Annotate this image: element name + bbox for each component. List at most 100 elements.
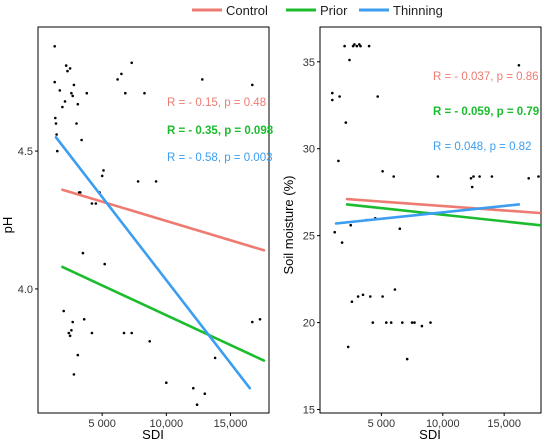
ph-data-point <box>154 180 158 183</box>
soil-moisture-data-point <box>413 321 416 324</box>
ph-data-point <box>90 202 94 205</box>
soil-moisture-thinning-fit-line <box>334 203 521 225</box>
ph-data-point <box>64 64 68 67</box>
ph-data-point <box>251 320 254 324</box>
soil-moisture-data-point <box>337 159 340 163</box>
ph-data-point <box>213 356 217 360</box>
ph-prior-stats: R = - 0.35, p = 0.098 <box>167 125 274 137</box>
soil-moisture-data-point <box>356 295 360 298</box>
ph-data-point <box>136 180 140 183</box>
soil-moisture-data-point <box>392 175 396 178</box>
ph-data-point <box>79 191 82 194</box>
ph-data-point <box>148 340 151 343</box>
soil-moisture-data-point <box>376 95 380 98</box>
ph-data-point <box>122 331 126 335</box>
soil-moisture-data-point <box>420 324 424 328</box>
ph-data-point <box>130 61 133 65</box>
soil-moisture-data-point <box>348 58 351 62</box>
soil-moisture-data-point <box>389 321 393 324</box>
soil-moisture-data-point <box>517 64 521 67</box>
soil-moisture-data-point <box>537 175 540 178</box>
soil-moisture-control-fit-line <box>345 197 542 215</box>
soil-moisture-panel: 5 000 10,000 15,000 15 20 25 30 35 SDI Soil mo… <box>281 26 542 442</box>
ph-data-point <box>82 318 86 321</box>
soil-moisture-data-point <box>359 44 362 48</box>
ph-data-point <box>258 318 262 321</box>
soil-moisture-data-point <box>344 121 348 124</box>
ph-y-axis-label: pH <box>0 217 15 234</box>
ph-panel-frame <box>37 26 270 414</box>
ph-data-point <box>72 373 76 376</box>
soil-moisture-data-point <box>472 175 475 178</box>
soil-moisture-y-tick-label: 15 <box>303 405 315 417</box>
soil-moisture-data-point <box>385 321 388 324</box>
ph-data-point <box>76 102 80 106</box>
soil-moisture-data-point <box>371 321 375 324</box>
legend-label-thinning: Thinning <box>393 3 443 18</box>
ph-data-point <box>71 320 74 324</box>
soil-moisture-data-point <box>369 295 372 298</box>
soil-moisture-x-tick-label: 10,000 <box>426 418 460 430</box>
ph-data-point <box>143 91 146 95</box>
ph-x-tick-label: 5 000 <box>88 418 116 430</box>
soil-moisture-y-tick-label: 25 <box>303 231 315 243</box>
ph-prior-fit-line <box>61 265 266 362</box>
soil-moisture-control-stats: R = - 0.037, p = 0.86 <box>433 71 539 83</box>
ph-data-point <box>100 174 104 178</box>
soil-moisture-data-point <box>349 223 353 227</box>
soil-moisture-data-point <box>478 175 481 178</box>
soil-moisture-prior-stats: R = - 0.059, p = 0.79 <box>433 106 539 118</box>
soil-moisture-data-point <box>469 177 473 180</box>
ph-data-point <box>94 202 98 205</box>
ph-data-point <box>66 69 69 73</box>
ph-data-point <box>53 80 56 84</box>
soil-moisture-data-point <box>405 357 409 361</box>
ph-data-point <box>130 331 133 335</box>
soil-moisture-data-point <box>353 43 356 46</box>
ph-data-point <box>124 91 127 95</box>
ph-data-point <box>102 169 105 172</box>
ph-panel: 5 000 10,000 15,000 4.0 4.5 SDI pH R = - 0.… <box>0 26 274 442</box>
soil-moisture-data-point <box>401 321 404 324</box>
soil-moisture-x-tick-label: 5 000 <box>368 418 396 430</box>
soil-moisture-panel-frame <box>319 26 542 414</box>
soil-moisture-data-point <box>361 293 365 297</box>
soil-moisture-y-axis-label: Soil moisture (%) <box>281 176 296 275</box>
soil-moisture-data-point <box>470 185 474 189</box>
ph-data-point <box>71 94 74 98</box>
ph-x-tick-label: 15,000 <box>214 418 248 430</box>
ph-data-point <box>116 78 119 81</box>
soil-moisture-data-point <box>338 95 341 98</box>
ph-x-tick-label: 10,000 <box>150 418 184 430</box>
ph-data-point <box>81 251 85 255</box>
soil-moisture-data-point <box>331 91 334 95</box>
soil-moisture-prior-fit-line <box>345 203 542 227</box>
ph-data-point <box>103 262 106 266</box>
legend: Control Prior Thinning <box>192 3 443 18</box>
soil-moisture-y-tick-label: 35 <box>303 57 315 69</box>
legend-label-prior: Prior <box>320 3 348 18</box>
ph-data-point <box>56 149 59 153</box>
ph-data-point <box>201 78 204 81</box>
ph-data-point <box>67 331 71 335</box>
ph-data-point <box>63 100 67 103</box>
ph-data-point <box>165 381 168 385</box>
ph-data-point <box>54 116 57 120</box>
soil-moisture-data-point <box>350 300 354 304</box>
soil-moisture-data-point <box>429 321 432 324</box>
ph-thinning-fit-line <box>54 136 252 390</box>
ph-data-point <box>251 83 254 87</box>
ph-thinning-stats: R = - 0.58, p = 0.003 <box>167 152 273 164</box>
ph-data-point <box>195 403 199 407</box>
soil-moisture-data-point <box>398 227 402 230</box>
soil-moisture-data-point <box>527 177 530 180</box>
soil-moisture-thinning-stats: R = 0.048, p = 0.82 <box>433 141 531 153</box>
soil-moisture-y-tick-label: 30 <box>303 144 315 156</box>
ph-control-stats: R = - 0.15, p = 0.48 <box>167 97 266 109</box>
ph-data-point <box>90 331 94 335</box>
ph-data-point <box>70 329 73 332</box>
ph-data-point <box>55 133 58 136</box>
ph-data-point <box>61 105 64 109</box>
soil-moisture-data-point <box>343 44 346 48</box>
